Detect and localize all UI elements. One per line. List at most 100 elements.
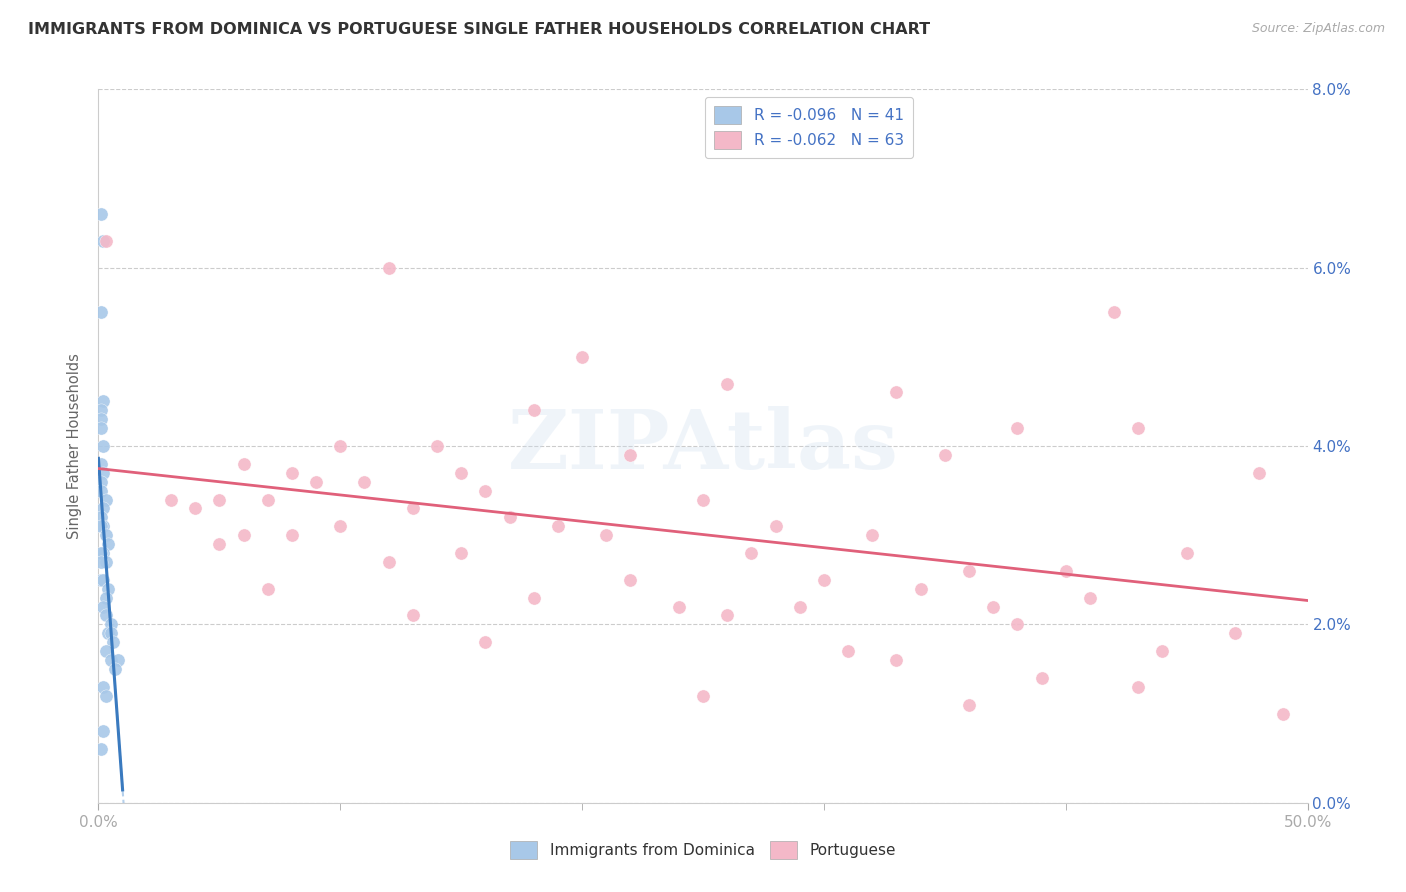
Point <box>789 599 811 614</box>
Point <box>208 537 231 551</box>
Point <box>1078 591 1101 605</box>
Point <box>90 457 112 471</box>
Point <box>91 680 114 694</box>
Point <box>90 483 112 498</box>
Point <box>91 519 114 533</box>
Point <box>1054 564 1077 578</box>
Point <box>256 582 278 596</box>
Point <box>90 510 112 524</box>
Point <box>94 591 117 605</box>
Text: Source: ZipAtlas.com: Source: ZipAtlas.com <box>1251 22 1385 36</box>
Point <box>474 483 496 498</box>
Point <box>91 599 114 614</box>
Point <box>100 626 122 640</box>
Point <box>90 412 112 426</box>
Point <box>160 492 183 507</box>
Point <box>523 403 546 417</box>
Point <box>981 599 1004 614</box>
Point <box>402 608 425 623</box>
Point <box>837 644 859 658</box>
Point <box>377 555 399 569</box>
Point <box>329 519 352 533</box>
Point <box>1128 421 1150 435</box>
Point <box>305 475 328 489</box>
Point <box>90 305 112 319</box>
Point <box>94 528 117 542</box>
Point <box>1175 546 1198 560</box>
Point <box>97 626 120 640</box>
Point <box>740 546 762 560</box>
Point <box>571 350 593 364</box>
Point <box>329 439 352 453</box>
Point <box>256 492 278 507</box>
Point <box>90 403 112 417</box>
Point <box>1007 617 1029 632</box>
Point <box>692 689 714 703</box>
Point <box>426 439 449 453</box>
Point <box>1249 466 1271 480</box>
Point <box>523 591 546 605</box>
Point <box>91 439 114 453</box>
Point <box>281 466 304 480</box>
Point <box>97 537 120 551</box>
Point <box>886 385 908 400</box>
Point <box>208 492 231 507</box>
Point <box>886 653 908 667</box>
Point <box>90 475 112 489</box>
Point <box>957 564 980 578</box>
Point <box>860 528 883 542</box>
Point <box>91 501 114 516</box>
Point <box>716 376 738 391</box>
Point <box>619 448 641 462</box>
Point <box>91 724 114 739</box>
Point <box>104 662 127 676</box>
Point <box>813 573 835 587</box>
Point <box>377 260 399 275</box>
Point <box>90 519 112 533</box>
Point <box>94 234 117 248</box>
Point <box>100 617 122 632</box>
Point <box>402 501 425 516</box>
Point <box>547 519 569 533</box>
Point <box>90 555 112 569</box>
Point <box>1128 680 1150 694</box>
Point <box>474 635 496 649</box>
Point <box>90 573 112 587</box>
Point <box>232 457 254 471</box>
Point <box>1007 421 1029 435</box>
Point <box>1152 644 1174 658</box>
Point <box>91 234 114 248</box>
Point <box>934 448 956 462</box>
Point <box>90 546 112 560</box>
Point <box>107 653 129 667</box>
Y-axis label: Single Father Households: Single Father Households <box>67 353 83 539</box>
Point <box>91 573 114 587</box>
Point <box>91 546 114 560</box>
Point <box>97 582 120 596</box>
Point <box>595 528 617 542</box>
Point <box>450 466 472 480</box>
Point <box>910 582 932 596</box>
Point <box>498 510 520 524</box>
Point <box>716 608 738 623</box>
Point <box>91 394 114 409</box>
Point <box>692 492 714 507</box>
Point <box>90 207 112 221</box>
Point <box>101 635 124 649</box>
Point <box>281 528 304 542</box>
Point <box>1223 626 1246 640</box>
Point <box>94 492 117 507</box>
Point <box>94 689 117 703</box>
Point <box>94 608 117 623</box>
Point <box>94 555 117 569</box>
Point <box>184 501 207 516</box>
Text: ZIPAtlas: ZIPAtlas <box>508 406 898 486</box>
Point <box>1031 671 1053 685</box>
Point <box>90 421 112 435</box>
Point <box>1272 706 1295 721</box>
Point <box>668 599 690 614</box>
Point <box>100 653 122 667</box>
Point <box>450 546 472 560</box>
Legend: Immigrants from Dominica, Portuguese: Immigrants from Dominica, Portuguese <box>502 834 904 866</box>
Point <box>90 742 112 756</box>
